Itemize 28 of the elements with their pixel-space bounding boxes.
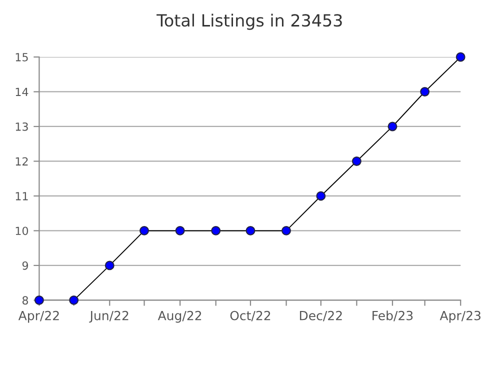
- point: [352, 156, 362, 166]
- chart-title: Total Listings in 23453: [156, 14, 342, 30]
- y-tick-label: 12: [16, 157, 28, 166]
- point: [388, 122, 398, 132]
- point: [456, 52, 466, 62]
- point: [140, 226, 149, 236]
- point: [420, 87, 430, 96]
- point: [104, 260, 114, 270]
- x-tick-label: Apr/23: [440, 310, 480, 323]
- x-tick-label: Apr/22: [18, 310, 59, 323]
- x-tick-label: Jun/22: [89, 310, 128, 323]
- y-tick-label: 8: [22, 296, 28, 305]
- point: [316, 191, 326, 201]
- x-tick-label: Dec/22: [300, 310, 342, 322]
- x-tick-label: Feb/23: [372, 310, 413, 322]
- y-tick-label: 13: [16, 122, 28, 131]
- point: [246, 226, 256, 236]
- x-tick-label: Oct/22: [230, 310, 270, 322]
- point: [175, 226, 185, 236]
- y-tick-label: 10: [16, 226, 28, 236]
- y-tick-label: 14: [16, 88, 28, 96]
- y-tick-label: 11: [16, 192, 28, 200]
- point: [282, 226, 291, 236]
- point: [211, 226, 221, 236]
- point: [69, 295, 79, 305]
- y-tick-label: 15: [16, 53, 28, 62]
- y-tick-label: 9: [22, 261, 28, 270]
- x-tick-label: Aug/22: [158, 310, 202, 323]
